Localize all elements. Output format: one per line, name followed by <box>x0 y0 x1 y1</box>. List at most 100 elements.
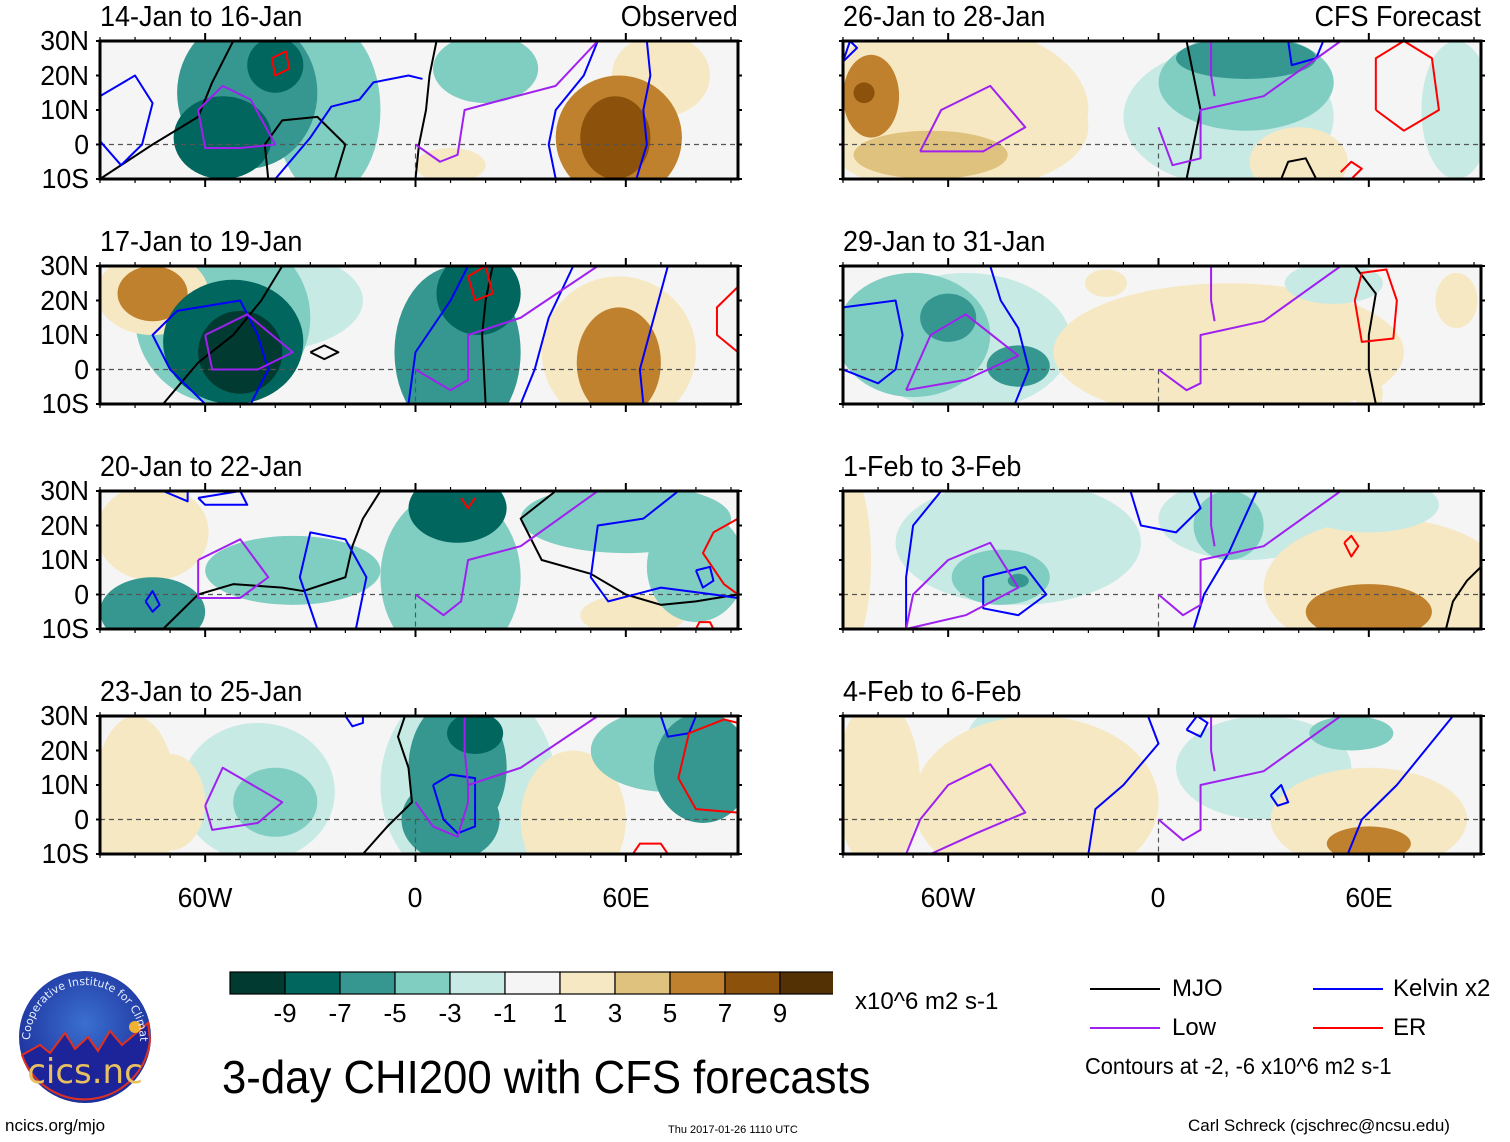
colorbar-label: -5 <box>383 998 407 1028</box>
panel-tag: Observed <box>621 1 738 33</box>
contour-low <box>414 491 599 617</box>
anomaly-region <box>1326 826 1411 854</box>
anomaly-region <box>853 82 875 104</box>
map-canvas <box>96 708 742 862</box>
contour-mjo <box>100 41 235 179</box>
anomaly-region <box>100 577 206 629</box>
figure-title: 3-day CHI200 with CFS forecasts <box>222 1051 871 1103</box>
contour-kelvin <box>1346 716 1454 854</box>
contour-er <box>701 517 738 596</box>
contour-mjo <box>1354 266 1377 404</box>
anomaly-region <box>1284 266 1383 304</box>
y-tick-label: 10S <box>41 613 89 644</box>
contour-er <box>467 266 494 302</box>
panel-title: 26-Jan to 28-Jan <box>843 1 1046 33</box>
anomaly-region <box>173 96 272 179</box>
colorbar-swatch <box>504 971 561 995</box>
contour-mjo <box>519 491 738 606</box>
anomaly-region <box>1235 355 1257 377</box>
contour-low <box>919 84 1027 153</box>
x-tick-label: 60W <box>177 882 233 913</box>
contour-low <box>197 84 277 149</box>
contour-kelvin <box>695 565 715 589</box>
contour-kelvin <box>1269 784 1290 807</box>
contour-mjo <box>162 266 284 404</box>
contour-low <box>905 313 1020 392</box>
y-tick-label: 10S <box>41 163 89 194</box>
anomaly-region <box>986 345 1050 387</box>
map-canvas <box>839 708 1485 862</box>
y-tick-label: 10N <box>40 544 89 575</box>
anomaly-region <box>1435 272 1478 329</box>
contour-low <box>414 266 599 392</box>
contour-kelvin <box>1185 716 1209 738</box>
anomaly-region <box>1354 376 1383 404</box>
anomaly-region <box>1298 491 1439 533</box>
contour-low <box>1210 266 1216 322</box>
contour-kelvin <box>635 41 652 179</box>
colorbar-swatch <box>559 971 616 995</box>
contour-er <box>270 50 291 77</box>
y-tick-label: 20N <box>40 284 89 316</box>
contour-kelvin <box>982 565 1048 617</box>
colorbar-label: -3 <box>438 998 462 1028</box>
colorbar-label: 9 <box>772 998 788 1028</box>
anomaly-region <box>1007 573 1029 588</box>
anomaly-region <box>436 266 521 335</box>
y-tick-label: 20N <box>40 734 89 766</box>
contour-kelvin <box>100 74 154 167</box>
colorbar-label: 3 <box>607 998 623 1028</box>
anomaly-region <box>843 716 921 854</box>
contour-low <box>1210 491 1216 547</box>
contour-er <box>1343 534 1360 558</box>
legend-label-low: Low <box>1172 1014 1217 1041</box>
y-tick-label: 30N <box>40 25 89 56</box>
colorbar-swatch <box>669 971 726 995</box>
contour-er <box>677 718 738 814</box>
anomaly-region <box>853 130 1008 179</box>
x-tick-label: 60W <box>920 882 976 913</box>
contour-er <box>1353 268 1398 343</box>
colorbar-units: x10^6 m2 s-1 <box>855 988 999 1015</box>
contour-low <box>905 541 1020 629</box>
x-tick-label: 0 <box>1151 882 1166 913</box>
y-tick-label: 20N <box>40 59 89 91</box>
contour-low <box>463 716 470 786</box>
contour-kelvin <box>1192 491 1258 629</box>
contour-low <box>204 313 294 371</box>
anomaly-region <box>415 147 486 179</box>
contour-kelvin <box>659 716 697 738</box>
contour-kelvin <box>905 491 942 629</box>
colorbar-swatch <box>394 971 451 995</box>
legend-label-kelvin: Kelvin x2 <box>1393 975 1491 1002</box>
colorbar-swatches <box>229 971 833 995</box>
x-tick-label: 60E <box>602 882 650 913</box>
colorbar-swatch <box>779 971 833 995</box>
colorbar-label: -1 <box>493 998 517 1028</box>
anomaly-region <box>576 307 661 404</box>
contour-kelvin <box>162 491 189 503</box>
map-canvas <box>96 33 742 187</box>
y-tick-label: 10N <box>40 319 89 350</box>
anomaly-region <box>653 716 738 823</box>
panel-title: 4-Feb to 6-Feb <box>843 676 1022 708</box>
contour-kelvin <box>144 590 161 613</box>
contour-er <box>1340 160 1363 179</box>
y-tick-label: 0 <box>74 803 89 835</box>
map-canvas <box>96 258 742 412</box>
anomaly-region <box>110 497 195 567</box>
anomaly-region <box>1270 147 1327 179</box>
contour-er <box>632 842 669 854</box>
map-canvas <box>839 483 1485 637</box>
anomaly-region <box>951 549 1050 605</box>
x-tick-label: 60E <box>1345 882 1393 913</box>
anomaly-region <box>117 266 188 322</box>
y-tick-label: 30N <box>40 475 89 506</box>
panel-title: 17-Jan to 19-Jan <box>100 226 303 258</box>
panel-title: 20-Jan to 22-Jan <box>100 451 303 483</box>
legend-line-kelvin <box>1313 988 1383 990</box>
anomaly-region <box>135 753 206 851</box>
anomaly-region <box>233 767 318 837</box>
footer-link: ncics.org/mjo <box>5 1116 106 1135</box>
colorbar-swatch <box>339 971 396 995</box>
